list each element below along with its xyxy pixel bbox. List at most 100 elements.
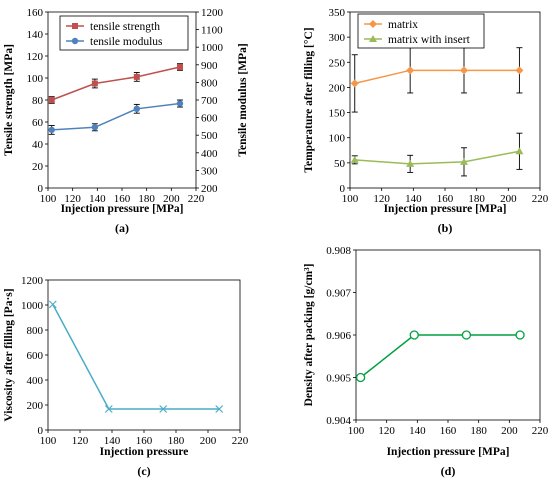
y2-tick-label: 600 [201, 113, 218, 125]
data-point [91, 80, 98, 87]
x-tick-label: 100 [40, 435, 57, 447]
x-tick-label: 100 [348, 425, 365, 437]
y-tick-label: 160 [27, 7, 44, 19]
y-tick-label: 140 [27, 29, 44, 41]
series-1 [48, 300, 224, 413]
data-point [176, 64, 183, 70]
x-axis-label: Injection pressure [100, 446, 189, 458]
x-tick-label: 220 [532, 193, 549, 205]
x-tick-label: 140 [405, 193, 422, 205]
legend-label: matrix with insert [388, 34, 471, 46]
data-point [406, 159, 415, 167]
y-tick-label: 800 [27, 325, 44, 337]
chart-panel-2: 100 120 140 160 180 200 220 0 50 100 150 200 250 300 3… [303, 7, 549, 235]
y-tick-label: 0.906 [326, 330, 351, 342]
y2-tick-label: 400 [201, 148, 218, 160]
y-tick-label: 100 [27, 73, 44, 85]
series-1 [48, 63, 183, 104]
y-tick-label: 40 [32, 139, 44, 151]
y-tick-label: 0.905 [326, 373, 351, 385]
panel-label: (c) [137, 464, 150, 478]
x-tick-label: 140 [104, 435, 121, 447]
x-tick-label: 200 [200, 435, 217, 447]
series-line [52, 304, 220, 410]
chart-panel-1: 100 120 140 160 180 200 2200204060801001201401… [3, 7, 249, 235]
x-tick-label: 160 [114, 193, 131, 205]
x-tick-label: 160 [440, 425, 457, 437]
y-tick-label: 150 [329, 108, 346, 120]
y-tick-label: 120 [27, 51, 44, 63]
data-point [48, 126, 55, 134]
y-tick-label: 50 [334, 158, 346, 170]
x-tick-label: 120 [378, 425, 395, 437]
chart-panel-4: 100 120 140 160 180 200 220 0.904 0.905 0.906 0.90… [303, 245, 549, 478]
plot-frame [47, 279, 241, 431]
x-tick-label: 140 [89, 193, 106, 205]
data-point [515, 147, 524, 155]
y-tick-label: 250 [329, 57, 346, 69]
x-axis-label: Injection pressure [MPa] [387, 446, 510, 458]
legend-item: matrix [364, 19, 418, 31]
y2-tick-label: 1100 [201, 25, 223, 37]
y2-tick-label: 300 [201, 165, 218, 177]
legend-label: matrix [388, 19, 418, 31]
y-tick-label: 1200 [21, 275, 44, 287]
y2-tick-label: 900 [201, 60, 218, 72]
series-line [51, 102, 181, 131]
x-tick-label: 220 [532, 425, 549, 437]
legend: matrix matrix with insert [357, 13, 485, 49]
x-tick-label: 100 [40, 193, 57, 205]
y-tick-label: 0 [38, 183, 44, 195]
data-point [460, 157, 468, 165]
y-tick-label: 0.908 [326, 245, 351, 257]
series-2 [350, 132, 524, 177]
y-tick-label: 200 [329, 82, 346, 94]
data-point [355, 372, 366, 383]
legend: tensile strength tensile modulus [59, 15, 189, 51]
data-point [350, 155, 359, 163]
x-tick-label: 180 [138, 193, 155, 205]
y-tick-label: 300 [329, 32, 346, 44]
x-tick-label: 180 [468, 193, 485, 205]
x-tick-label: 180 [168, 435, 185, 447]
y-tick-label: 0.904 [326, 415, 351, 427]
data-point [48, 97, 55, 103]
y-tick-label: 200 [27, 400, 44, 412]
panel-label: (b) [438, 221, 453, 235]
series-line [354, 150, 520, 165]
data-point [369, 20, 377, 28]
data-point [176, 100, 184, 107]
y2-tick-label: 1000 [201, 42, 224, 54]
legend-item: tensile strength [66, 21, 160, 33]
y-tick-label: 0 [340, 183, 346, 195]
y-tick-label: 20 [32, 161, 44, 173]
data-point [369, 35, 377, 42]
x-tick-label: 220 [232, 435, 249, 447]
series-line [360, 334, 521, 379]
data-point [159, 405, 168, 413]
x-axis-label: Injection pressure [MPa] [384, 203, 507, 215]
legend-item: tensile modulus [66, 36, 163, 48]
data-point [460, 66, 468, 75]
x-tick-label: 120 [64, 193, 81, 205]
data-point [215, 405, 224, 413]
x-tick-label: 120 [72, 435, 89, 447]
y-tick-label: 0 [38, 425, 44, 437]
y-axis-label: Tensile strength [MPa] [3, 44, 15, 156]
y2-tick-label: 500 [201, 130, 218, 142]
legend-label: tensile modulus [90, 36, 163, 48]
panel-label: (a) [115, 221, 129, 235]
legend-item: matrix with insert [364, 34, 471, 46]
data-point [48, 300, 57, 309]
legend-box [357, 13, 485, 49]
series-line [51, 66, 181, 101]
chart-panel-3: 100 120 140 160 180 200 220 0 200 400 600 800 1000 12… [3, 275, 249, 478]
x-tick-label: 200 [501, 425, 518, 437]
y2-tick-label: 800 [201, 77, 218, 89]
y-tick-label: 60 [32, 117, 44, 129]
series-2 [48, 99, 184, 135]
x-tick-label: 160 [136, 435, 153, 447]
series-1 [350, 47, 524, 113]
y2-tick-label: 1200 [201, 7, 224, 19]
